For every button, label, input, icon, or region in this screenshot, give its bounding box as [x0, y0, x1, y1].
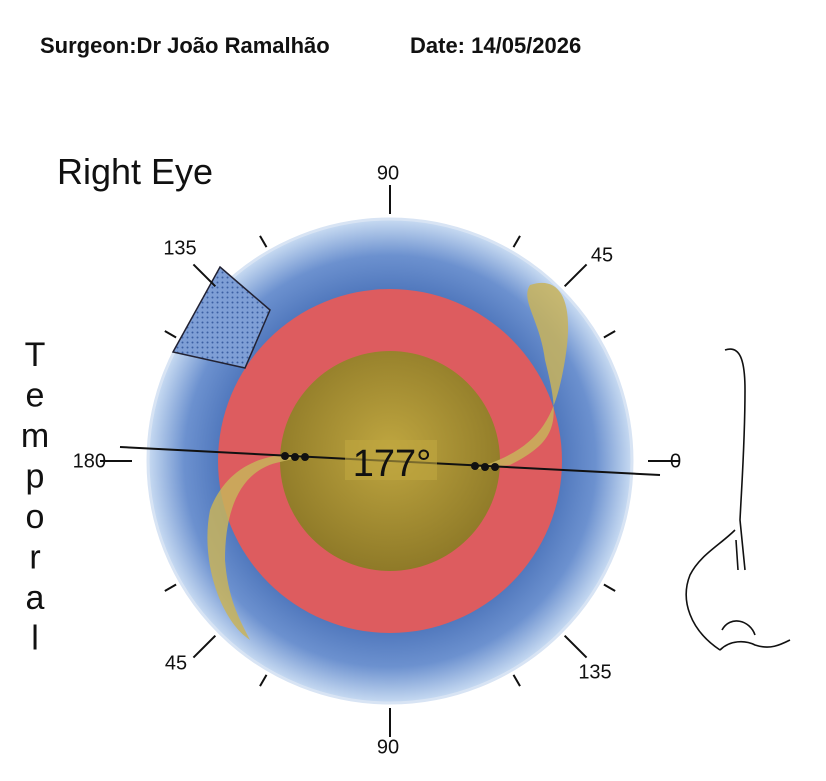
side-letter: a — [26, 579, 45, 617]
eye-diagram: 177° — [100, 185, 680, 737]
degree-label: 45 — [165, 652, 187, 674]
tick — [603, 330, 616, 339]
degree-label: 45 — [591, 244, 613, 266]
nose-sketch — [685, 348, 791, 651]
tick — [164, 583, 177, 592]
side-letter: l — [31, 620, 39, 658]
haptic — [470, 282, 569, 470]
incision — [171, 265, 271, 369]
haptic — [207, 454, 310, 640]
tick — [192, 634, 217, 659]
tick — [164, 330, 177, 339]
side-letter: m — [21, 417, 49, 455]
tick — [512, 674, 521, 687]
axis-dots — [281, 452, 499, 471]
degree-label: 135 — [163, 237, 196, 259]
tick — [259, 674, 268, 687]
side-letter: p — [26, 458, 45, 496]
axis-label-bg — [345, 440, 437, 480]
tick — [192, 263, 217, 288]
tick — [259, 235, 268, 248]
tick — [563, 634, 588, 659]
degree-label: 180 — [73, 450, 106, 472]
ticks — [100, 185, 680, 737]
side-letter: o — [26, 498, 45, 536]
degree-label: 135 — [578, 661, 611, 683]
tick — [563, 263, 588, 288]
side-letter: e — [26, 377, 45, 415]
axis-value: 177° — [353, 443, 432, 485]
degree-label: 0 — [670, 450, 681, 472]
tick — [603, 583, 616, 592]
side-letter: r — [29, 539, 40, 577]
degree-label: 90 — [377, 736, 399, 758]
side-letter: T — [25, 336, 46, 374]
surgeon: Surgeon:Dr João Ramalhão — [40, 33, 330, 58]
tick — [512, 235, 521, 248]
date: Date: 14/05/2026 — [410, 33, 581, 58]
eye-label: Right Eye — [57, 151, 213, 192]
degree-label: 90 — [377, 162, 399, 184]
